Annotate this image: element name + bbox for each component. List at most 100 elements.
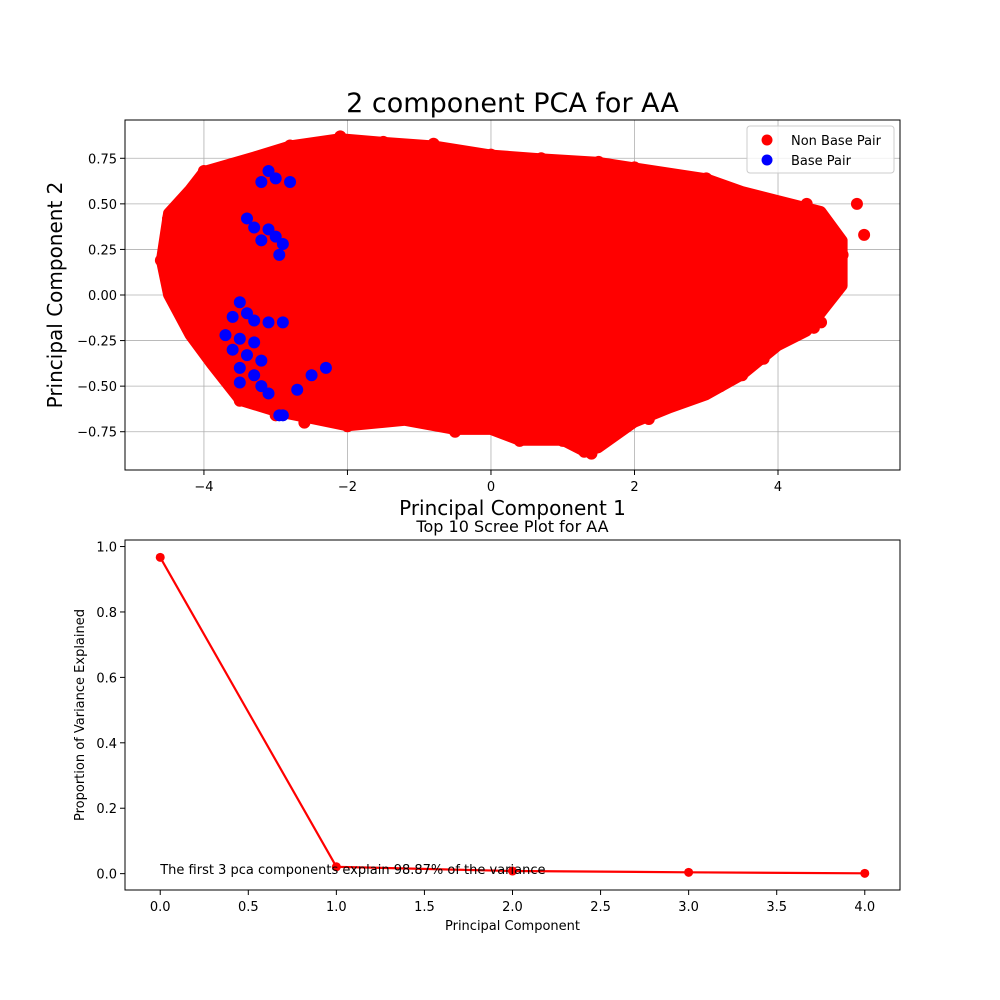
base-pair-point	[248, 336, 261, 349]
non-base-pair-cloud	[155, 133, 848, 457]
non-base-pair-point	[822, 267, 835, 280]
non-base-pair-point	[463, 152, 476, 165]
legend-entry: Base Pair	[791, 154, 852, 169]
series-non-base-pair	[154, 130, 871, 460]
non-base-pair-point	[815, 227, 828, 240]
non-base-pair-point	[169, 279, 182, 292]
chart-title: Top 10 Scree Plot for AA	[415, 517, 608, 536]
plot-frame	[124, 539, 901, 891]
non-base-pair-point	[334, 130, 347, 143]
x-tick-label: 0.5	[238, 900, 259, 915]
x-tick-label: 4.0	[854, 900, 875, 915]
x-tick-label: 0	[487, 480, 495, 495]
legend-entry: Non Base Pair	[791, 134, 882, 149]
non-base-pair-point	[449, 425, 462, 438]
non-base-pair-point	[815, 298, 828, 311]
non-base-pair-point	[592, 155, 605, 168]
y-tick-label: 0.50	[88, 198, 117, 213]
x-tick-label: 1.5	[414, 900, 435, 915]
non-base-pair-point	[377, 135, 390, 148]
non-base-pair-point	[535, 152, 548, 165]
non-base-pair-point	[298, 416, 311, 429]
y-tick-label: 0.4	[96, 737, 117, 752]
base-pair-point	[276, 237, 289, 250]
non-base-pair-point	[398, 412, 411, 425]
y-tick-label: 0.2	[96, 802, 117, 817]
y-tick-label: 0.6	[96, 671, 117, 686]
non-base-pair-point	[284, 139, 297, 152]
base-pair-point	[248, 221, 261, 234]
legend-marker	[761, 134, 773, 146]
non-base-pair-point	[642, 412, 655, 425]
non-base-pair-point	[736, 369, 749, 382]
x-tick-label: 1.0	[326, 900, 347, 915]
base-pair-point	[233, 376, 246, 389]
non-base-pair-point	[513, 434, 526, 447]
base-pair-point	[226, 343, 239, 356]
non-base-pair-point	[556, 434, 569, 447]
base-pair-point	[248, 369, 261, 382]
base-pair-point	[262, 316, 275, 329]
non-base-pair-region	[155, 133, 848, 457]
x-tick-label: 2.5	[590, 900, 611, 915]
y-tick-label: 0.75	[88, 152, 117, 167]
non-base-pair-point	[176, 310, 189, 323]
base-pair-point	[269, 172, 282, 185]
base-pair-point	[240, 212, 253, 225]
base-pair-point	[305, 369, 318, 382]
non-base-pair-point	[427, 137, 440, 150]
non-base-pair-point	[606, 425, 619, 438]
base-pair-point	[248, 314, 261, 327]
x-axis-label: Principal Component 1	[399, 496, 626, 520]
base-pair-point	[233, 361, 246, 374]
base-pair-point	[226, 310, 239, 323]
non-base-pair-point	[850, 197, 863, 210]
variance-point	[155, 552, 165, 562]
non-base-pair-point	[255, 150, 268, 163]
non-base-pair-point	[700, 172, 713, 185]
legend-box	[746, 125, 895, 174]
base-pair-point	[319, 361, 332, 374]
non-base-pair-point	[829, 279, 842, 292]
scree-line-chart: 0.0 0.5 1.0 1.5 2.0 2.5 3.0 3.5 4.0 0.0 0.2 0.4 0.6 0…	[73, 517, 901, 934]
base-pair-point	[233, 296, 246, 309]
base-pair-point	[291, 383, 304, 396]
base-pair-point	[262, 387, 275, 400]
base-pair-point	[240, 349, 253, 362]
y-tick-label: 0.8	[96, 606, 117, 621]
pca-scatter-chart: −4 −2 0 2 4 −0.75 −0.50 −0.25 0.00 0.25 0.50 0.75 2 …	[43, 88, 901, 520]
y-axis-label: Proportion of Variance Explained	[73, 609, 88, 821]
non-base-pair-point	[162, 212, 175, 225]
variance-line	[159, 556, 865, 875]
variance-point	[684, 867, 694, 877]
x-tick-label: 2.0	[502, 900, 523, 915]
y-tick-label: −0.25	[77, 335, 117, 350]
chart-title: 2 component PCA for AA	[346, 88, 679, 119]
non-base-pair-point	[233, 394, 246, 407]
x-tick-label: 3.0	[678, 900, 699, 915]
x-tick-label: 0.0	[150, 900, 171, 915]
y-tick-label: −0.50	[77, 380, 117, 395]
non-base-pair-point	[484, 148, 497, 161]
non-base-pair-point	[628, 161, 641, 174]
y-tick-label: −0.75	[77, 426, 117, 441]
y-axis-label: Principal Component 2	[43, 182, 67, 409]
base-pair-point	[284, 175, 297, 188]
base-pair-point	[276, 409, 289, 422]
non-base-pair-point	[736, 188, 749, 201]
non-base-pair-point	[319, 403, 332, 416]
non-base-pair-point	[772, 197, 785, 210]
non-base-pair-point	[154, 254, 167, 267]
x-tick-label: 2	[630, 480, 638, 495]
y-tick-label: 0.0	[96, 868, 117, 883]
base-pair-point	[255, 175, 268, 188]
base-pair-point	[276, 316, 289, 329]
non-base-pair-point	[212, 358, 225, 371]
base-pair-point	[255, 234, 268, 247]
non-base-pair-point	[226, 174, 239, 187]
non-base-pair-point	[757, 352, 770, 365]
non-base-pair-point	[197, 165, 210, 178]
non-base-pair-point	[807, 321, 820, 334]
non-base-pair-point	[205, 349, 218, 362]
